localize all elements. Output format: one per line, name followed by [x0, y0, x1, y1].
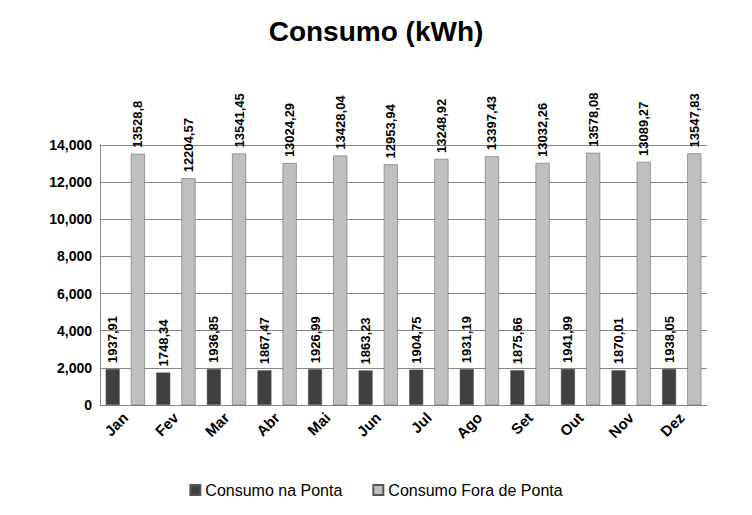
svg-text:1936,85: 1936,85	[206, 316, 221, 363]
svg-text:1748,34: 1748,34	[156, 319, 171, 367]
svg-text:1941,99: 1941,99	[560, 316, 575, 363]
svg-text:1937,91: 1937,91	[105, 316, 120, 363]
svg-text:1870,01: 1870,01	[611, 317, 626, 364]
svg-text:Nov: Nov	[605, 409, 638, 442]
svg-text:1875,66: 1875,66	[510, 317, 525, 364]
svg-text:Ago: Ago	[453, 409, 486, 442]
svg-text:1926,99: 1926,99	[308, 316, 323, 363]
svg-text:13248,92: 13248,92	[434, 99, 449, 153]
svg-text:Consumo Fora de Ponta: Consumo Fora de Ponta	[388, 482, 562, 499]
svg-text:13089,27: 13089,27	[636, 102, 651, 156]
svg-text:Jan: Jan	[101, 409, 131, 439]
svg-text:4,000: 4,000	[57, 323, 92, 339]
svg-text:13428,04: 13428,04	[333, 95, 348, 150]
svg-text:Mai: Mai	[304, 409, 334, 439]
svg-text:13397,43: 13397,43	[484, 96, 499, 150]
svg-text:13547,83: 13547,83	[687, 93, 702, 147]
svg-text:1938,05: 1938,05	[662, 316, 677, 363]
svg-text:Dez: Dez	[657, 409, 688, 440]
svg-text:13024,29: 13024,29	[282, 103, 297, 157]
svg-text:2,000: 2,000	[57, 360, 92, 376]
svg-text:12,000: 12,000	[49, 174, 92, 190]
svg-text:Abr: Abr	[253, 409, 283, 439]
svg-text:Out: Out	[556, 409, 586, 439]
svg-text:Mar: Mar	[202, 409, 233, 440]
svg-text:Fev: Fev	[152, 409, 183, 440]
svg-text:0: 0	[84, 397, 92, 413]
svg-text:Jun: Jun	[353, 409, 384, 440]
svg-text:1863,23: 1863,23	[358, 317, 373, 364]
svg-text:Set: Set	[507, 409, 536, 438]
svg-text:13541,45: 13541,45	[232, 93, 247, 147]
svg-text:1867,47: 1867,47	[257, 317, 272, 364]
svg-text:Consumo na Ponta: Consumo na Ponta	[205, 482, 342, 499]
svg-text:14,000: 14,000	[49, 137, 92, 153]
svg-text:8,000: 8,000	[57, 248, 92, 264]
svg-text:13032,26: 13032,26	[535, 103, 550, 157]
svg-text:Consumo (kWh): Consumo (kWh)	[269, 16, 484, 47]
svg-text:1904,75: 1904,75	[409, 317, 424, 364]
svg-text:1931,19: 1931,19	[459, 316, 474, 363]
svg-text:12204,57: 12204,57	[181, 118, 196, 172]
svg-text:10,000: 10,000	[49, 211, 92, 227]
svg-text:6,000: 6,000	[57, 286, 92, 302]
svg-text:13578,08: 13578,08	[586, 93, 601, 147]
svg-text:12953,94: 12953,94	[383, 103, 398, 158]
svg-text:13528,8: 13528,8	[130, 101, 145, 148]
svg-text:Jul: Jul	[407, 409, 434, 436]
